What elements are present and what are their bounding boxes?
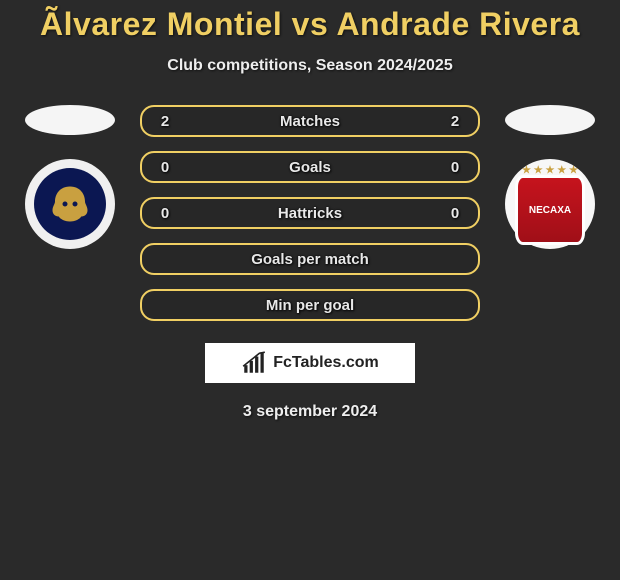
stat-row-matches: 2 Matches 2 <box>140 105 480 137</box>
puma-head-icon <box>45 179 95 229</box>
branding-badge: FcTables.com <box>205 343 415 383</box>
subtitle: Club competitions, Season 2024/2025 <box>167 57 452 75</box>
date-text: 3 september 2024 <box>243 403 377 421</box>
stat-label: Hattricks <box>174 205 446 222</box>
left-club-logo <box>25 159 115 249</box>
comparison-card: Ãlvarez Montiel vs Andrade Rivera Club c… <box>0 0 620 421</box>
right-club-logo-inner: NECAXA <box>515 175 585 245</box>
stat-label: Goals per match <box>174 251 446 268</box>
left-player-column <box>20 105 120 249</box>
bar-chart-icon <box>241 350 267 376</box>
stat-row-min-per-goal: Min per goal <box>140 289 480 321</box>
stats-table: 2 Matches 2 0 Goals 0 0 Hattricks 0 Goal… <box>140 105 480 321</box>
stat-right-value: 0 <box>446 205 464 222</box>
left-club-logo-inner <box>34 168 106 240</box>
branding-text: FcTables.com <box>273 354 379 372</box>
stat-row-goals: 0 Goals 0 <box>140 151 480 183</box>
left-player-avatar-placeholder <box>25 105 115 135</box>
stat-left-value: 0 <box>156 205 174 222</box>
stat-right-value: 2 <box>446 113 464 130</box>
stat-label: Matches <box>174 113 446 130</box>
stat-label: Goals <box>174 159 446 176</box>
stat-label: Min per goal <box>174 297 446 314</box>
stat-left-value: 0 <box>156 159 174 176</box>
right-player-column: ★ ★ ★ ★ ★ NECAXA <box>500 105 600 249</box>
comparison-body: 2 Matches 2 0 Goals 0 0 Hattricks 0 Goal… <box>0 105 620 321</box>
stat-row-goals-per-match: Goals per match <box>140 243 480 275</box>
stat-right-value: 0 <box>446 159 464 176</box>
page-title: Ãlvarez Montiel vs Andrade Rivera <box>40 6 580 43</box>
right-player-avatar-placeholder <box>505 105 595 135</box>
stat-row-hattricks: 0 Hattricks 0 <box>140 197 480 229</box>
right-club-logo: ★ ★ ★ ★ ★ NECAXA <box>505 159 595 249</box>
stat-left-value: 2 <box>156 113 174 130</box>
